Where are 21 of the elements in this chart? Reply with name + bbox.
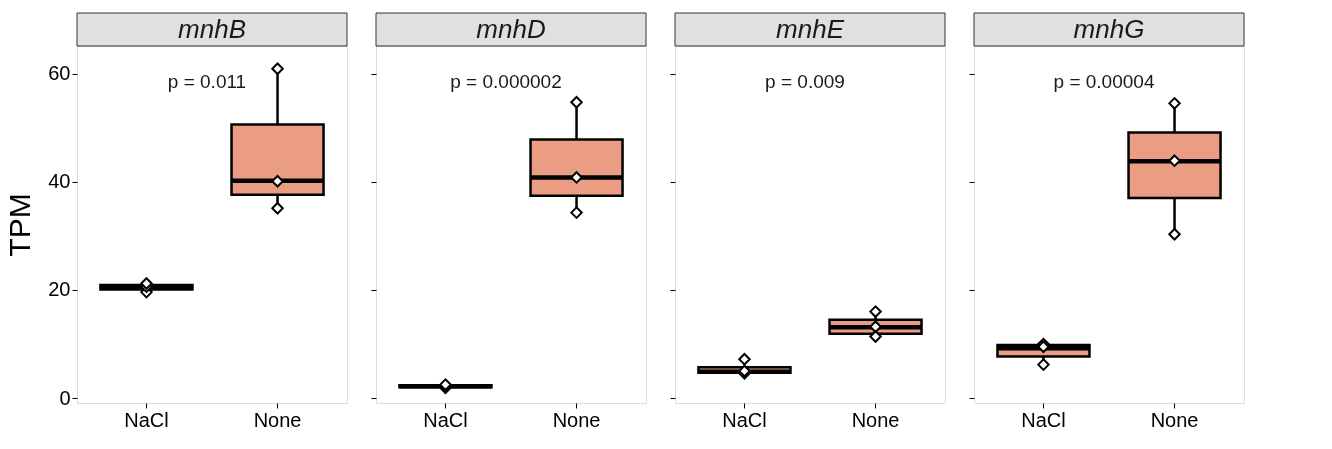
y-tick-label: 60	[48, 62, 71, 85]
x-tick-label: None	[851, 408, 900, 431]
annotation: p = 0.009	[765, 71, 845, 92]
y-tick-label: 20	[48, 278, 71, 301]
chart-title: mnhG	[1073, 14, 1145, 44]
annotation: p = 0.000002	[450, 71, 562, 92]
y-axis-title: TPM	[3, 193, 37, 257]
chart-title: mnhB	[178, 14, 246, 44]
chart-title: mnhD	[476, 14, 546, 44]
y-tick-label: 0	[59, 386, 71, 409]
annotation: p = 0.00004	[1053, 71, 1155, 92]
x-tick-label: NaCl	[722, 408, 767, 431]
annotation: p = 0.011	[167, 71, 247, 92]
x-tick-label: None	[552, 408, 601, 431]
x-tick-label: None	[253, 408, 302, 431]
x-tick-label: NaCl	[1021, 408, 1066, 431]
x-tick-label: NaCl	[423, 408, 468, 431]
chart-title: mnhE	[776, 14, 845, 44]
x-tick-label: None	[1150, 408, 1199, 431]
x-tick-label: NaCl	[124, 408, 169, 431]
y-tick-label: 40	[48, 170, 71, 193]
